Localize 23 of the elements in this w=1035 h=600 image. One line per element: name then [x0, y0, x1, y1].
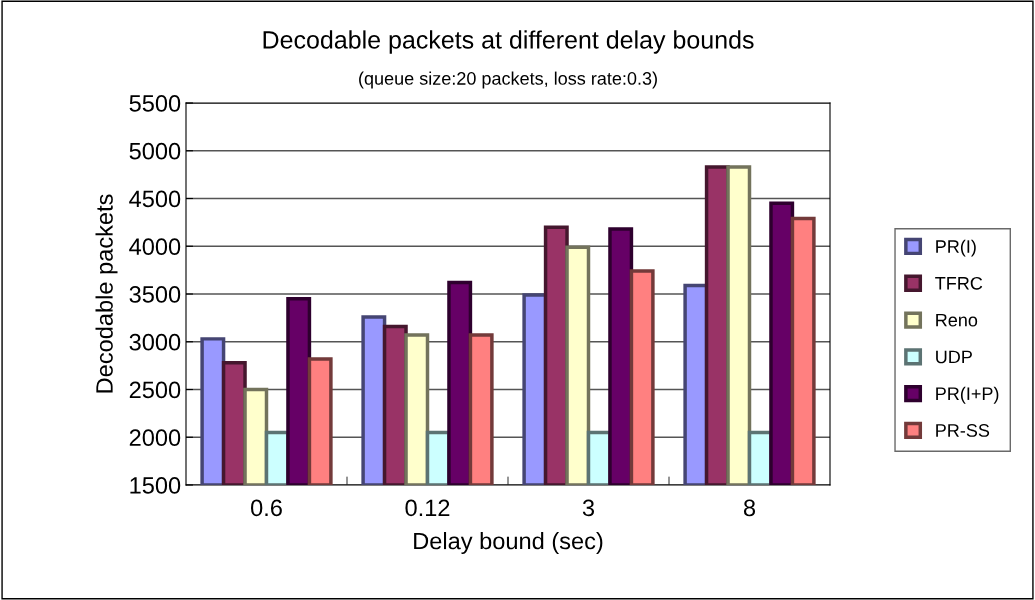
- legend-label: TFRC: [935, 276, 983, 290]
- chart-subtitle: (queue size:20 packets, loss rate:0.3): [359, 71, 657, 89]
- x-tick-label: 8: [743, 499, 756, 517]
- x-tick-label: 0.6: [251, 499, 282, 517]
- y-tick-label: 3000: [129, 333, 181, 351]
- legend-label: PR(I): [936, 239, 976, 257]
- x-axis-title: Delay bound (sec): [414, 532, 603, 555]
- chart-title: Decodable packets at different delay bounds: [263, 30, 754, 54]
- y-tick-label: 5500: [129, 95, 181, 112]
- legend-label: PR-SS: [936, 424, 990, 437]
- y-axis-title: Decodable packets: [95, 194, 118, 393]
- y-tick-label: 2500: [129, 381, 181, 399]
- x-tick-label: 0.12: [405, 499, 450, 517]
- y-tick-label: 5000: [129, 142, 181, 160]
- legend-label: Reno: [936, 313, 978, 327]
- legend-label: PR(I+P): [936, 386, 999, 404]
- y-tick-label: 1500: [130, 477, 181, 494]
- y-tick-label: 2000: [129, 429, 181, 447]
- y-tick-label: 4000: [129, 238, 181, 256]
- y-tick-label: 3500: [129, 286, 181, 303]
- legend-label: UDP: [936, 350, 972, 364]
- x-tick-label: 3: [582, 499, 595, 517]
- y-tick-label: 4500: [129, 190, 181, 208]
